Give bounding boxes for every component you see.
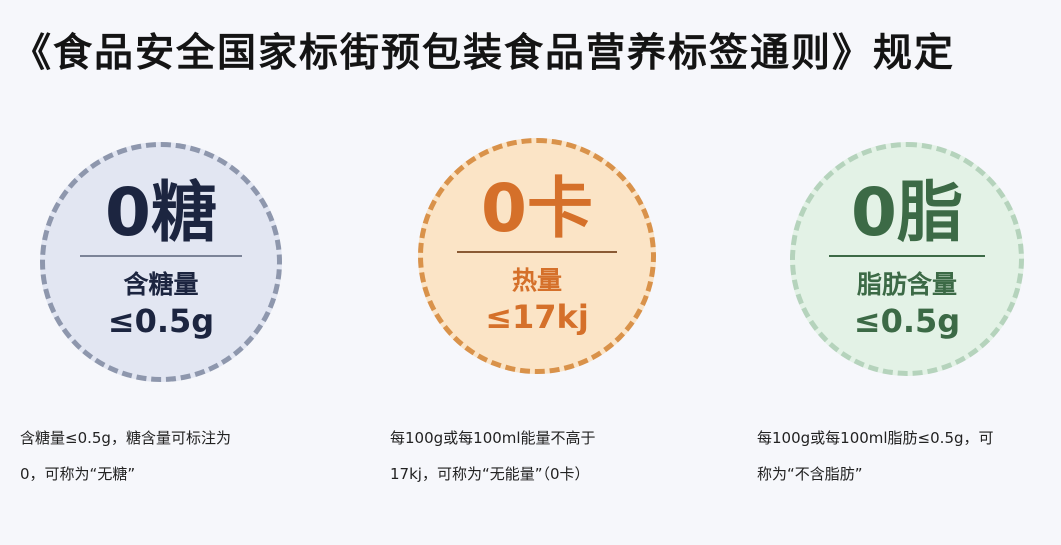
calorie-description: 每100g或每100ml能量不高于 17kj，可称为“无能量”（0卡） [390, 420, 720, 492]
description-line: 每100g或每100ml脂肪≤0.5g，可 [757, 429, 994, 447]
badge-divider [79, 255, 243, 257]
zero-fat-badge: 0脂 脂肪含量 ≤0.5g [790, 142, 1024, 376]
badge-headline: 0脂 [851, 174, 963, 251]
badge-value: ≤0.5g [853, 302, 961, 340]
description-line: 0，可称为“无糖” [20, 465, 136, 483]
badge-divider [828, 255, 986, 257]
description-line: 每100g或每100ml能量不高于 [390, 429, 596, 447]
zero-calorie-badge: 0卡 热量 ≤17kj [418, 138, 656, 374]
zero-sugar-badge: 0糖 含糖量 ≤0.5g [40, 142, 282, 382]
badge-value: ≤0.5g [107, 302, 215, 340]
page-title: 《食品安全国家标街预包装食品营养标签通则》规定 [12, 31, 956, 76]
badge-label: 脂肪含量 [856, 270, 957, 299]
badge-value: ≤17kj [485, 298, 589, 336]
badge-label: 热量 [511, 266, 562, 295]
badge-headline: 0糖 [105, 174, 217, 251]
description-line: 17kj，可称为“无能量”（0卡） [390, 465, 590, 483]
badge-label: 含糖量 [123, 270, 199, 299]
sugar-description: 含糖量≤0.5g，糖含量可标注为 0，可称为“无糖” [20, 420, 350, 492]
fat-description: 每100g或每100ml脂肪≤0.5g，可 称为“不含脂肪” [757, 420, 1057, 492]
description-line: 称为“不含脂肪” [757, 465, 863, 483]
badge-headline: 0卡 [481, 170, 593, 247]
description-line: 含糖量≤0.5g，糖含量可标注为 [20, 429, 231, 447]
badge-divider [457, 251, 617, 253]
